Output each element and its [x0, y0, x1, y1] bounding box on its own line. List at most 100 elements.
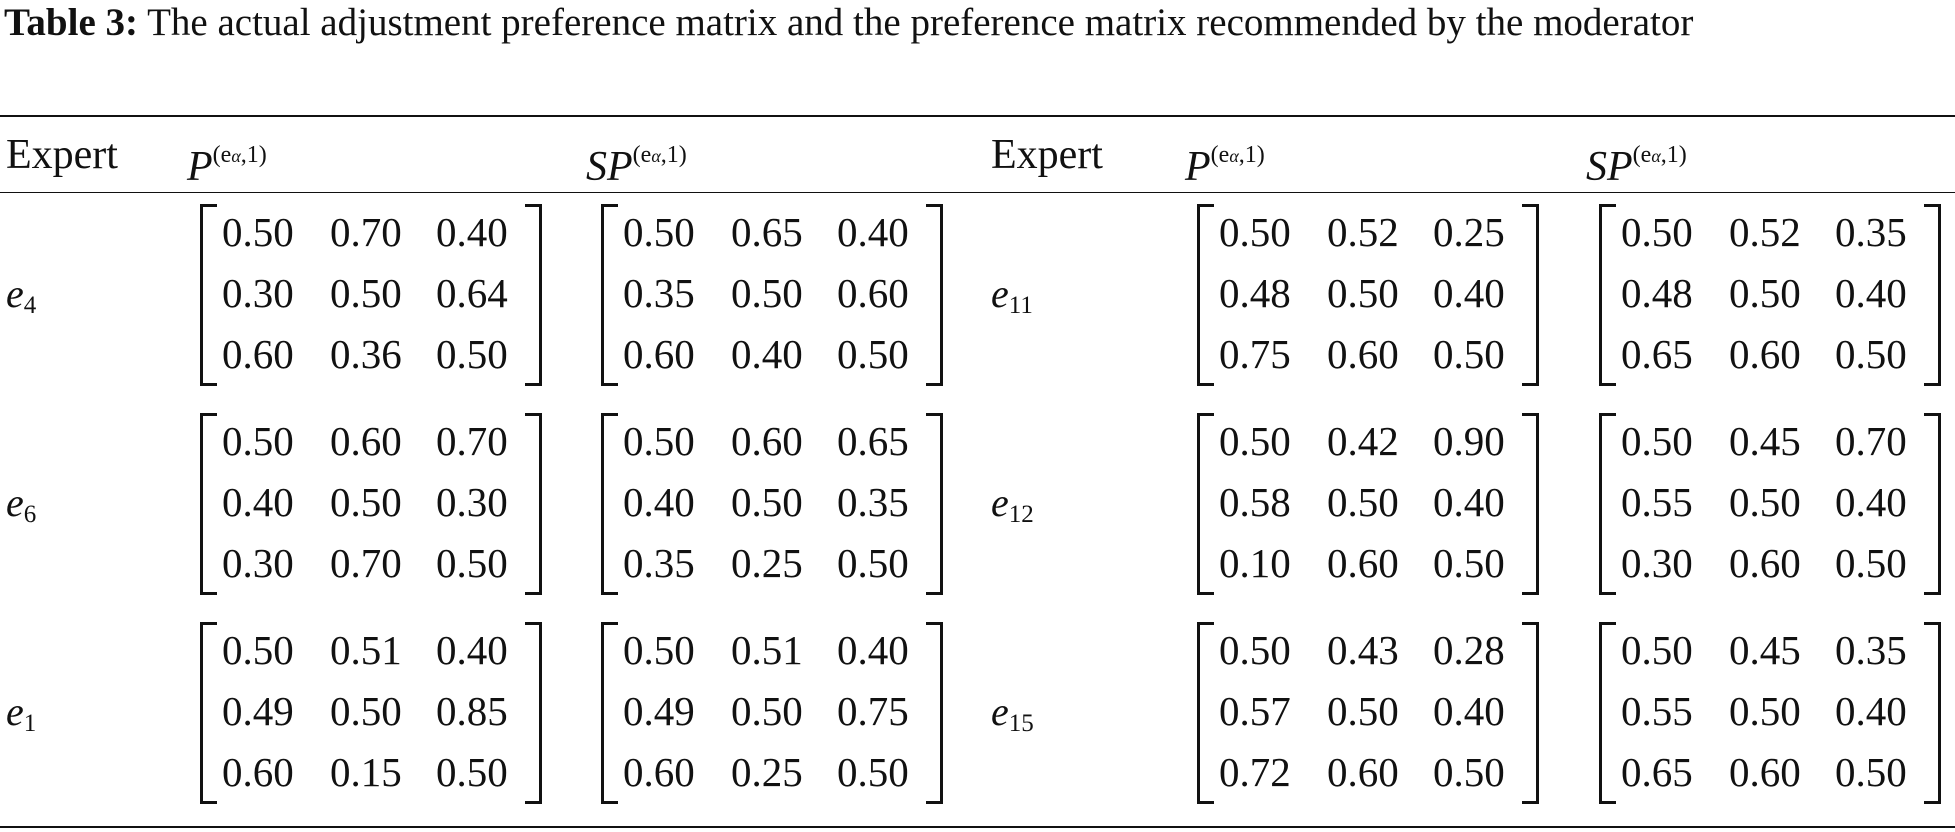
matrix-cell: 0.51 [731, 627, 803, 673]
bracket-right [926, 204, 943, 386]
matrix-cell: 0.50 [1835, 331, 1907, 377]
matrix-cell: 0.52 [1729, 209, 1801, 255]
header-expert: Expert [6, 132, 118, 178]
bracket-right [1522, 622, 1539, 804]
bracket-right [525, 413, 542, 595]
matrix-cell: 0.30 [222, 540, 294, 586]
matrix-cell: 0.50 [1327, 479, 1399, 525]
header-symbol: SP [1586, 144, 1633, 190]
caption-label: Table 3: [4, 1, 139, 44]
matrix-cell: 0.60 [623, 749, 695, 795]
header-superscript: (eα,1) [633, 142, 687, 168]
expert-base: e [991, 480, 1009, 525]
matrix-cell: 0.48 [1219, 270, 1291, 316]
expert-base: e [991, 271, 1009, 316]
expert-sub: 1 [23, 710, 37, 737]
bracket-left [601, 204, 618, 386]
expert-base: e [6, 689, 24, 734]
matrix-cell: 0.30 [222, 270, 294, 316]
header-superscript: (eα,1) [213, 142, 267, 168]
caption-text: The actual adjustment preference matrix … [147, 1, 1694, 44]
matrix-cell: 0.40 [1433, 479, 1505, 525]
matrix-cell: 0.36 [330, 331, 402, 377]
matrix-cell: 0.60 [222, 749, 294, 795]
matrix-cell: 0.50 [731, 479, 803, 525]
matrix-cell: 0.50 [1621, 418, 1693, 464]
bracket-left [601, 413, 618, 595]
matrix-cell: 0.43 [1327, 627, 1399, 673]
matrix-cell: 0.70 [330, 540, 402, 586]
bracket-left [200, 413, 217, 595]
matrix-cell: 0.50 [436, 540, 508, 586]
matrix-cell: 0.50 [436, 331, 508, 377]
sup-start: (e [1210, 142, 1230, 168]
expert-label: e15 [991, 688, 1034, 738]
matrix-cell: 0.50 [330, 270, 402, 316]
bracket-left [1197, 413, 1214, 595]
matrix-cell: 0.50 [731, 270, 803, 316]
header-matrix: P(eα,1) [187, 130, 267, 192]
expert-base: e [6, 271, 24, 316]
matrix-cell: 0.49 [222, 688, 294, 734]
matrix-cell: 0.65 [1621, 331, 1693, 377]
matrix-cell: 0.50 [1621, 209, 1693, 255]
matrix-cell: 0.40 [436, 627, 508, 673]
matrix-cell: 0.40 [1835, 688, 1907, 734]
matrix-cell: 0.65 [731, 209, 803, 255]
matrix-cell: 0.49 [623, 688, 695, 734]
matrix-cell: 0.40 [1433, 270, 1505, 316]
sup-end: ,1) [1238, 142, 1265, 168]
matrix-cell: 0.60 [1729, 749, 1801, 795]
bracket-left [1197, 622, 1214, 804]
matrix-cell: 0.60 [1327, 540, 1399, 586]
matrix-cell: 0.64 [436, 270, 508, 316]
matrix-cell: 0.50 [1835, 540, 1907, 586]
matrix-cell: 0.60 [1327, 331, 1399, 377]
bracket-left [601, 622, 618, 804]
matrix-cell: 0.70 [1835, 418, 1907, 464]
matrix-cell: 0.50 [222, 418, 294, 464]
matrix-cell: 0.50 [837, 540, 909, 586]
matrix-cell: 0.40 [623, 479, 695, 525]
matrix-cell: 0.50 [1433, 749, 1505, 795]
bracket-right [1924, 413, 1941, 595]
matrix-cell: 0.50 [330, 479, 402, 525]
matrix-cell: 0.50 [837, 331, 909, 377]
sup-start: (e [632, 142, 652, 168]
bracket-right [1522, 204, 1539, 386]
matrix-cell: 0.90 [1433, 418, 1505, 464]
matrix-cell: 0.50 [1729, 479, 1801, 525]
matrix-cell: 0.30 [436, 479, 508, 525]
header-symbol: SP [586, 144, 633, 190]
matrix-cell: 0.35 [1835, 209, 1907, 255]
matrix-cell: 0.50 [1219, 209, 1291, 255]
bracket-left [1599, 204, 1616, 386]
expert-base: e [6, 480, 24, 525]
sup-sub: α [1651, 146, 1661, 166]
matrix-cell: 0.30 [1621, 540, 1693, 586]
matrix-cell: 0.48 [1621, 270, 1693, 316]
matrix-cell: 0.50 [222, 627, 294, 673]
header-symbol: P [187, 144, 213, 190]
expert-sub: 6 [23, 501, 37, 528]
bracket-right [525, 622, 542, 804]
header-matrix: SP(eα,1) [586, 130, 687, 192]
sup-start: (e [212, 142, 232, 168]
header-superscript: (eα,1) [1211, 142, 1265, 168]
matrix-cell: 0.15 [330, 749, 402, 795]
matrix-cell: 0.55 [1621, 479, 1693, 525]
bracket-right [1924, 622, 1941, 804]
header-superscript: (eα,1) [1633, 142, 1687, 168]
sup-end: ,1) [1660, 142, 1687, 168]
expert-base: e [991, 689, 1009, 734]
matrix-cell: 0.55 [1621, 688, 1693, 734]
header-matrix: SP(eα,1) [1586, 130, 1687, 192]
bracket-right [926, 413, 943, 595]
matrix-cell: 0.50 [1219, 627, 1291, 673]
bottom-rule [0, 826, 1955, 828]
top-rule [0, 115, 1955, 117]
matrix-cell: 0.50 [1219, 418, 1291, 464]
caption: Table 3: The actual adjustment preferenc… [4, 0, 1950, 46]
bracket-right [525, 204, 542, 386]
matrix-cell: 0.50 [1729, 270, 1801, 316]
